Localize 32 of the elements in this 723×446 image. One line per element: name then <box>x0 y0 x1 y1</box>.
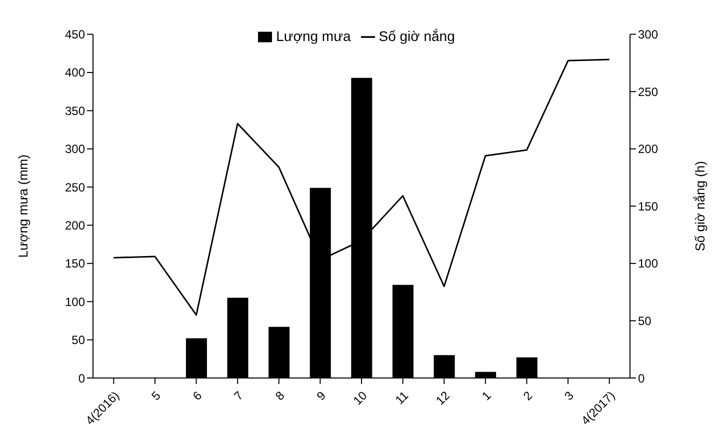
y-tick-label: 400 <box>64 66 86 80</box>
y2-tick-label: 200 <box>638 142 658 156</box>
legend-label: Số giờ nắng <box>378 28 455 44</box>
y2-tick-label: 150 <box>638 199 658 214</box>
legend-label: Lượng mưa <box>276 28 351 44</box>
x-tick-label: 6 <box>190 388 205 404</box>
y2-tick-label: 0 <box>638 371 645 386</box>
x-tick-label: 2 <box>520 388 536 404</box>
y2-tick-label: 50 <box>638 314 652 328</box>
x-tick-label: 11 <box>392 388 412 408</box>
y-tick-label: 200 <box>64 218 86 233</box>
y-tick-label: 300 <box>64 142 86 156</box>
y-axis-title: Lượng mưa (mm) <box>16 154 31 258</box>
x-tick-label: 5 <box>148 388 164 404</box>
y-tick-label: 50 <box>72 333 86 348</box>
x-tick-label: 1 <box>479 388 494 404</box>
y2-axis-title: Số giờ nắng (h) <box>692 161 708 252</box>
x-tick-label: 7 <box>231 388 246 404</box>
y-tick-label: 0 <box>78 371 86 386</box>
x-tick-label: 8 <box>272 388 288 404</box>
y-tick-label: 450 <box>64 28 86 42</box>
y2-tick-label: 250 <box>638 84 658 99</box>
y-tick-label: 150 <box>64 256 86 271</box>
y-tick-label: 100 <box>64 294 86 309</box>
x-tick-label: 9 <box>314 388 329 404</box>
y2-tick-label: 100 <box>638 256 658 271</box>
y-tick-label: 250 <box>64 180 86 194</box>
x-tick-label: 12 <box>433 388 453 408</box>
y2-tick-label: 300 <box>638 28 658 42</box>
x-tick-label: 3 <box>562 388 577 404</box>
x-tick-label: 10 <box>350 388 370 408</box>
y-tick-label: 350 <box>64 104 86 118</box>
